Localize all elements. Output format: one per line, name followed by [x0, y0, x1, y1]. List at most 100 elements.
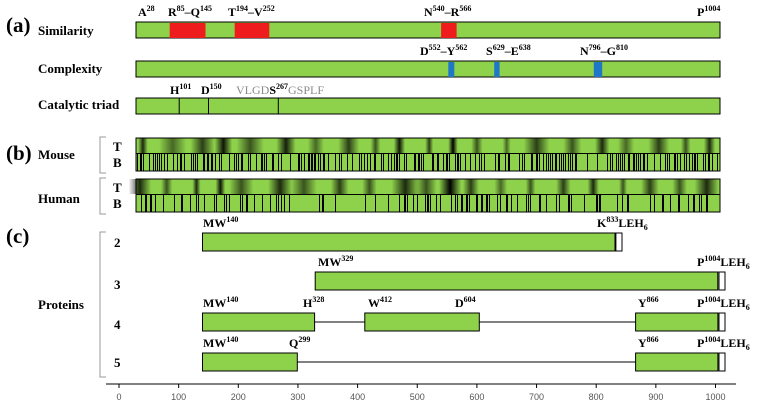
barcode-line [531, 154, 533, 171]
barcode-line [308, 154, 310, 171]
label-a28: A28 [138, 4, 155, 19]
barcode-line [335, 195, 336, 212]
mouse-bracket [99, 136, 106, 174]
construct-4-y866-label: Y866 [638, 295, 659, 310]
barcode-line [643, 154, 645, 171]
heat-band [462, 179, 479, 194]
barcode-line [470, 154, 471, 171]
barcode-line [697, 154, 698, 171]
barcode-line [479, 154, 480, 171]
x-axis-tick-label: 200 [231, 392, 246, 402]
x-axis-tick-label: 0 [116, 392, 121, 402]
barcode-line [278, 195, 279, 212]
barcode-line [301, 154, 302, 171]
barcode-line [717, 154, 718, 171]
construct-4-number: 4 [114, 317, 121, 332]
row-label-human: Human [38, 191, 81, 206]
construct-4-start-label: MW140 [203, 295, 238, 310]
barcode-line [173, 154, 174, 171]
barcode-line [236, 154, 237, 171]
barcode-line [665, 154, 666, 171]
heat-band [680, 138, 691, 153]
heat-band [471, 138, 483, 153]
barcode-line [320, 154, 321, 171]
barcode-line [546, 154, 547, 171]
row-label-proteins: Proteins [38, 297, 84, 312]
barcode-line [440, 195, 441, 212]
barcode-line [177, 154, 178, 171]
row-label-mouse: Mouse [38, 147, 75, 162]
barcode-line [455, 154, 456, 171]
barcode-line [290, 154, 291, 171]
barcode-line [155, 154, 156, 171]
barcode-line [616, 154, 617, 171]
construct-3-bars [314, 271, 719, 291]
barcode-line [505, 154, 506, 171]
barcode-line [141, 195, 142, 212]
construct-2-end-label: K833LEH6 [597, 215, 648, 232]
heat-band [291, 179, 317, 194]
barcode-line [367, 154, 368, 171]
complexity-bar [135, 60, 721, 78]
heat-band [190, 138, 215, 153]
barcode-line [636, 154, 637, 171]
barcode-line [359, 154, 360, 171]
heat-band [587, 179, 599, 194]
barcode-line [394, 154, 395, 171]
construct-segment [314, 271, 719, 291]
label-n796-g810: N796–G810 [580, 43, 628, 58]
barcode-line [693, 195, 695, 212]
barcode-line [650, 195, 651, 212]
barcode-line [374, 154, 376, 171]
barcode-line [484, 154, 485, 171]
barcode-line [341, 154, 342, 171]
barcode-line [620, 154, 621, 171]
barcode-line [556, 195, 557, 212]
barcode-line [238, 154, 239, 171]
panel-label-a: (a) [6, 13, 31, 37]
x-axis-tick-label: 700 [529, 392, 544, 402]
construct-3-end-label: P1004LEH6 [697, 254, 750, 271]
heat-band [362, 179, 377, 194]
construct-5-start-label: MW140 [203, 335, 238, 350]
construct-2-his-tag [614, 232, 623, 252]
barcode-line [706, 195, 708, 212]
catalytic-bar [135, 97, 721, 115]
barcode-line [708, 154, 710, 171]
barcode-line [399, 154, 400, 171]
heat-band [523, 138, 550, 153]
barcode-line [548, 154, 549, 171]
barcode-line [528, 195, 529, 212]
barcode-line [298, 154, 300, 171]
barcode-line [319, 195, 320, 212]
barcode-line [248, 154, 249, 171]
barcode-line [610, 154, 611, 171]
barcode-line [612, 154, 613, 171]
construct-3-number: 3 [114, 277, 121, 292]
barcode-line [347, 154, 348, 171]
barcode-line [469, 195, 470, 212]
barcode-line [670, 195, 671, 212]
construct-segment [635, 352, 719, 372]
barcode-line [686, 154, 687, 171]
barcode-line [174, 195, 175, 212]
heat-band [276, 138, 296, 153]
barcode-line [647, 154, 648, 171]
barcode-line [262, 195, 263, 212]
barcode-line [584, 195, 585, 212]
barcode-line [689, 154, 690, 171]
barcode-line [449, 154, 450, 171]
barcode-line [622, 195, 623, 212]
construct-2-number: 2 [114, 235, 121, 250]
heat-band [448, 138, 458, 153]
heat-band [618, 138, 634, 153]
barcode-line [375, 195, 376, 212]
barcode-line [224, 195, 225, 212]
construct-3-his-tag [718, 271, 726, 291]
barcode-line [214, 195, 215, 212]
barcode-line [289, 195, 290, 212]
heat-band [619, 179, 627, 194]
barcode-line [624, 154, 625, 171]
x-axis-tick-label: 100 [171, 392, 186, 402]
barcode-line [457, 154, 459, 171]
